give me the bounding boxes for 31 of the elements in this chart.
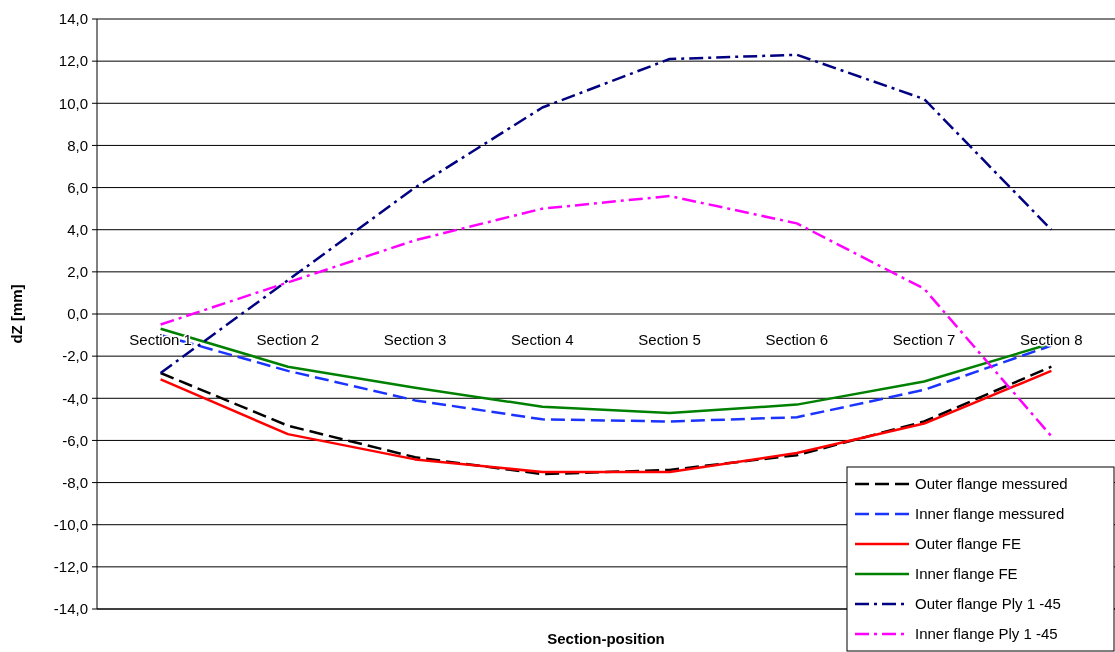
y-tick-label: -2,0 (62, 347, 88, 365)
y-tick-label: 0,0 (67, 305, 88, 323)
y-tick-label: 10,0 (58, 94, 88, 112)
y-tick-label: 8,0 (67, 136, 88, 154)
x-tick-label: Section 6 (765, 331, 829, 348)
legend-label: Outer flange Ply 1 -45 (915, 595, 1061, 613)
x-tick-label: Section 1 (129, 331, 192, 348)
x-tick-label: Section 3 (383, 331, 447, 348)
y-tick-label: 2,0 (67, 263, 88, 281)
y-tick-label: -12,0 (53, 558, 88, 576)
x-tick-label: Section 4 (511, 331, 574, 348)
y-tick-label: 4,0 (67, 220, 88, 238)
x-tick-label: Section 8 (1020, 331, 1083, 348)
x-tick-label: Section 7 (892, 331, 956, 348)
x-axis-title: Section-position (547, 630, 665, 647)
y-tick-label: -6,0 (62, 431, 88, 449)
legend-label: Outer flange messured (915, 475, 1068, 493)
y-tick-label: -14,0 (53, 600, 88, 618)
legend-label: Outer flange FE (915, 535, 1021, 553)
y-tick-label: 6,0 (67, 178, 88, 196)
legend-label: Inner flange Ply 1 -45 (915, 625, 1058, 643)
x-tick-label: Section 2 (256, 331, 320, 348)
y-tick-label: -8,0 (62, 473, 88, 491)
x-tick-label: Section 5 (638, 331, 701, 348)
legend-label: Inner flange FE (915, 565, 1018, 583)
y-tick-label: 12,0 (58, 52, 88, 70)
y-tick-label: -4,0 (62, 389, 88, 407)
legend-label: Inner flange messured (915, 505, 1065, 523)
y-tick-label: -10,0 (53, 515, 88, 533)
y-tick-label: 14,0 (58, 10, 88, 28)
y-axis-title: dZ [mm] (8, 284, 25, 344)
